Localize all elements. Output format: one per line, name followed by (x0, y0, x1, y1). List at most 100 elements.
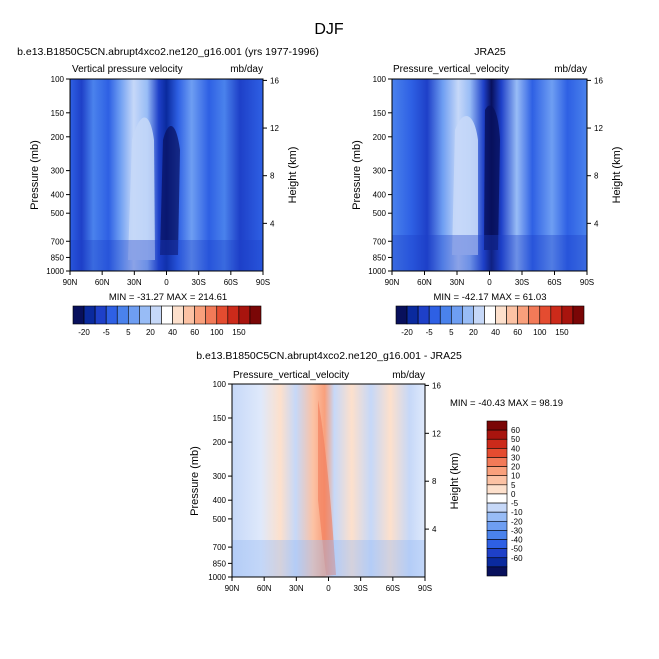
colorbar-swatch (116, 305, 129, 325)
y-tick-label: 500 (213, 515, 227, 524)
colorbar-swatch (528, 305, 541, 325)
y-tick-label: 400 (51, 191, 65, 200)
x-tick-label: 60S (224, 278, 238, 287)
colorbar-label: 40 (168, 328, 177, 337)
colorbar-label: 100 (533, 328, 547, 337)
stats-label: MIN = -42.17 MAX = 61.03 (433, 292, 546, 303)
colorbar-swatch (473, 305, 485, 325)
y-tick-label: 700 (213, 543, 227, 552)
x-tick-label: 0 (487, 278, 492, 287)
contour-band (232, 540, 425, 577)
y-axis-label: Pressure (mb) (351, 140, 363, 210)
colorbar-swatch (486, 438, 508, 449)
y-tick-label: 500 (373, 209, 387, 218)
contour-band (318, 400, 336, 575)
colorbar-label: 30 (511, 453, 520, 462)
y-tick-label: 1000 (208, 573, 226, 582)
colorbar-swatch (127, 305, 140, 325)
y-tick-label: 100 (51, 75, 65, 84)
colorbar-swatch (105, 305, 118, 325)
x-tick-label: 90S (580, 278, 594, 287)
colorbar-swatch (486, 420, 508, 431)
y2-tick-label: 12 (594, 124, 603, 133)
y2-axis-label: Height (km) (449, 453, 461, 510)
colorbar-label: 20 (146, 328, 155, 337)
colorbar-swatch (486, 511, 508, 522)
colorbar-swatch (183, 305, 195, 325)
colorbar-swatch (486, 557, 508, 568)
y2-tick-label: 16 (594, 76, 603, 85)
colorbar-label: 40 (491, 328, 500, 337)
y-tick-label: 1000 (368, 267, 386, 276)
colorbar-label: 40 (511, 444, 520, 453)
colorbar-swatch (450, 305, 463, 325)
y-tick-label: 100 (373, 75, 387, 84)
colorbar-swatch (561, 305, 574, 325)
panel-obs: JRA25 Pressure_vertical_velocity mb/day … (351, 46, 623, 303)
colorbar-swatch (486, 548, 508, 559)
y2-tick-label: 8 (270, 172, 275, 181)
y2-tick-label: 12 (270, 124, 279, 133)
colorbar-swatch (406, 305, 419, 325)
colorbar-label: 5 (449, 328, 454, 337)
y-tick-label: 300 (51, 167, 65, 176)
contour-band (160, 126, 180, 255)
y-tick-label: 100 (213, 380, 227, 389)
colorbar-swatch (216, 305, 229, 325)
y-axis-label: Pressure (mb) (189, 446, 201, 516)
figure-title: DJF (314, 21, 344, 38)
colorbar-label: -50 (511, 545, 523, 554)
colorbar-label: -20 (401, 328, 413, 337)
x-tick-label: 30S (192, 278, 206, 287)
colorbar-label: -30 (511, 526, 523, 535)
x-tick-label: 60S (547, 278, 561, 287)
colorbar-swatch (486, 566, 508, 577)
y-tick-label: 400 (213, 496, 227, 505)
x-tick-label: 30S (515, 278, 529, 287)
y-tick-label: 150 (213, 414, 227, 423)
panel-title: b.e13.B1850C5CN.abrupt4xco2.ne120_g16.00… (196, 350, 462, 362)
colorbar-label: 0 (511, 490, 516, 499)
colorbar-label: 50 (511, 435, 520, 444)
colorbar-swatch (486, 429, 508, 440)
colorbar-swatch (172, 305, 184, 325)
x-tick-label: 60N (257, 584, 272, 593)
colorbar-swatch (486, 448, 508, 458)
colorbar-swatch (486, 484, 508, 495)
contour-band (484, 105, 500, 250)
stats-label: MIN = -31.27 MAX = 214.61 (109, 292, 227, 303)
y-axis-label: Pressure (mb) (29, 140, 41, 210)
y2-tick-label: 8 (594, 172, 599, 181)
colorbar-swatch (506, 305, 518, 325)
panel-right-label: mb/day (392, 370, 425, 381)
x-tick-label: 90N (63, 278, 78, 287)
y-tick-label: 200 (51, 133, 65, 142)
x-tick-label: 60N (417, 278, 432, 287)
y2-axis-label: Height (km) (611, 147, 623, 204)
colorbar-swatch (439, 305, 452, 325)
colorbar-swatch (417, 305, 430, 325)
colorbar-swatch (486, 466, 508, 477)
colorbar-label: 10 (511, 472, 520, 481)
colorbar-label: -5 (426, 328, 434, 337)
y-tick-label: 850 (213, 559, 227, 568)
panel-model: b.e13.B1850C5CN.abrupt4xco2.ne120_g16.00… (17, 46, 319, 303)
colorbar-label: 20 (469, 328, 478, 337)
x-tick-label: 0 (164, 278, 169, 287)
y-tick-label: 300 (213, 472, 227, 481)
y2-tick-label: 8 (432, 477, 437, 486)
colorbar-label: -20 (511, 517, 523, 526)
colorbar-label: 100 (210, 328, 224, 337)
y-tick-label: 400 (373, 191, 387, 200)
colorbar-label: -60 (511, 554, 523, 563)
contour-band (452, 116, 478, 255)
colorbar-swatch (486, 493, 508, 504)
y-tick-label: 700 (51, 237, 65, 246)
colorbar-label: -5 (103, 328, 111, 337)
colorbar-label: 5 (126, 328, 131, 337)
colorbar-swatch (486, 475, 508, 486)
y2-tick-label: 16 (432, 381, 441, 390)
panel-diff: b.e13.B1850C5CN.abrupt4xco2.ne120_g16.00… (189, 350, 563, 578)
y2-tick-label: 4 (432, 525, 437, 534)
x-tick-label: 90N (225, 584, 240, 593)
